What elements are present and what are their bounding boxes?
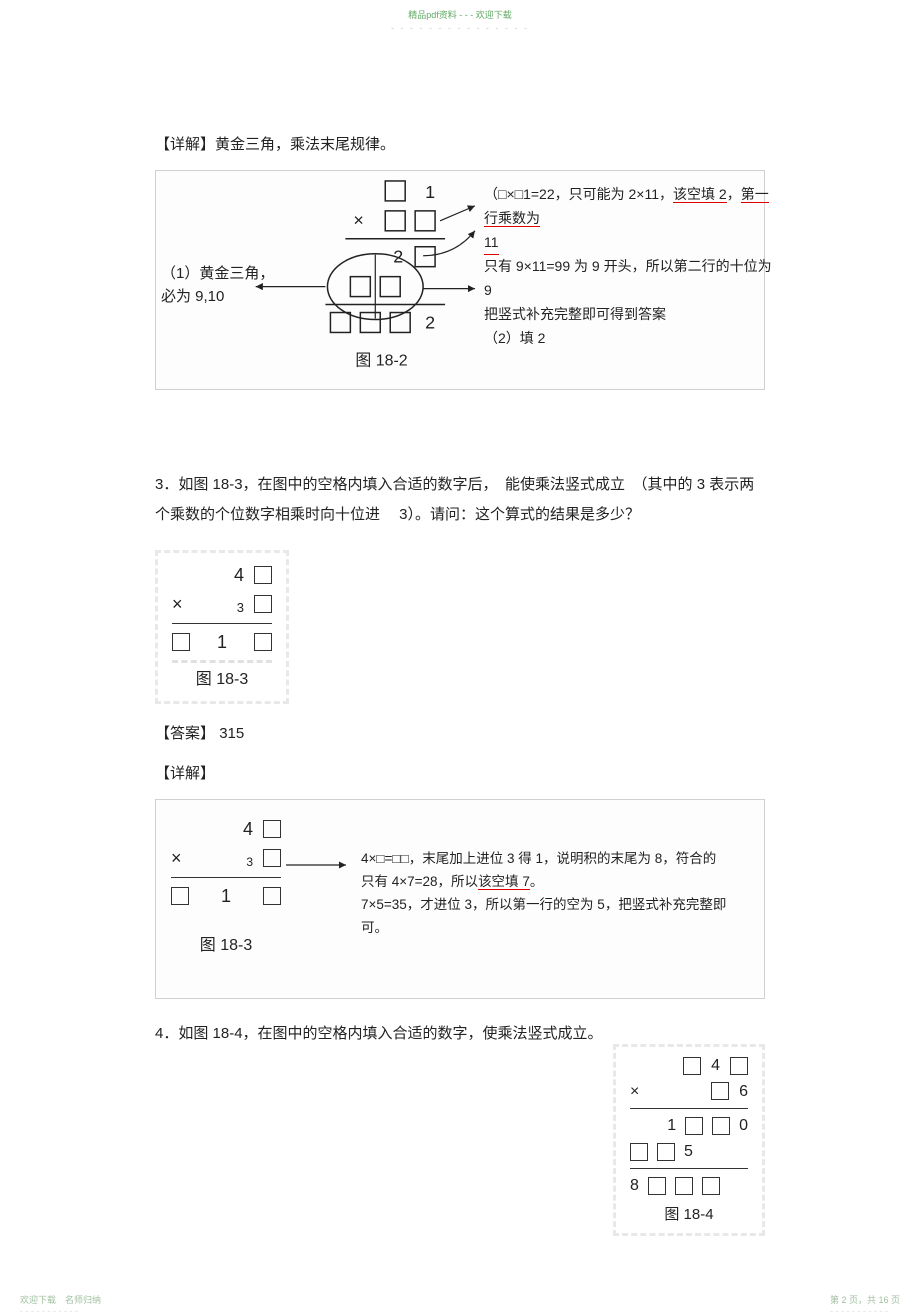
fig-18-4-caption: 图 18-4 (630, 1203, 748, 1227)
page-content: 【详解】黄金三角，乘法末尾规律。 1 × 2 (155, 130, 765, 1256)
problem-2-explain: 【详解】黄金三角，乘法末尾规律。 1 × 2 (155, 130, 765, 390)
blank-box (657, 1143, 675, 1161)
svg-text:图 18-2: 图 18-2 (355, 352, 407, 369)
blank-box (254, 633, 272, 651)
fig-18-3-caption: 图 18-3 (172, 667, 272, 693)
page-header: 精品pdf资料 - - - 欢迎下载 - - - - - - - - - - -… (0, 8, 920, 33)
underlined-fill-2: 该空填 2 (673, 186, 727, 203)
blank-box (711, 1082, 729, 1100)
problem-3-text: 3．如图 18-3，在图中的空格内填入合适的数字后， 能使乘法竖式成立 （其中的… (155, 470, 765, 530)
fig2-right-notes: （□×□1=22，只可能为 2×11，该空填 2，第一行乘数为 11 只有 9×… (484, 183, 774, 351)
blank-box (630, 1143, 648, 1161)
fig-18-3-caption-b: 图 18-3 (171, 930, 281, 962)
digit-1: 1 (425, 182, 435, 202)
figure-18-3-explain: 4 ×3 1 图 18-3 4×□=□□，末尾加上进位 3 得 1，说明积的末尾… (155, 799, 765, 999)
figure-18-3-small: 4 ×3 1 图 18-3 (155, 550, 289, 704)
problem-3: 3．如图 18-3，在图中的空格内填入合适的数字后， 能使乘法竖式成立 （其中的… (155, 470, 765, 999)
svg-text:×: × (353, 210, 363, 230)
blank-box (648, 1177, 666, 1195)
svg-text:2: 2 (425, 312, 435, 332)
answer-line: 【答案】 315 (155, 719, 765, 749)
figure-18-2: 1 × 2 2 (155, 170, 765, 390)
header-text1: 精品pdf资料 (408, 10, 457, 20)
blank-box (171, 887, 189, 905)
fig3-notes: 4×□=□□，末尾加上进位 3 得 1，说明积的末尾为 8，符合的 只有 4×7… (361, 848, 751, 940)
blank-box (172, 633, 190, 651)
header-sep: - - - (459, 10, 473, 20)
header-dots: - - - - - - - - - - - - - - - (0, 23, 920, 33)
explain-title: 【详解】黄金三角，乘法末尾规律。 (155, 130, 765, 160)
footer-right: 第 2 页，共 16 页 - - - - - - - - - - - (830, 1293, 900, 1316)
blank-box (263, 849, 281, 867)
blank-box (254, 595, 272, 613)
header-text3: 欢迎下载 (476, 10, 512, 20)
blank-box (702, 1177, 720, 1195)
blank-box (683, 1057, 701, 1075)
figure-18-4: 4 ×6 10 5 8 图 18-4 (613, 1044, 765, 1236)
blank-box (730, 1057, 748, 1075)
footer-left: 欢迎下载 名师归纳 - - - - - - - - - - - (20, 1293, 101, 1316)
blank-box (263, 887, 281, 905)
blank-box (712, 1117, 730, 1135)
blank-box (254, 566, 272, 584)
arrow-icon (286, 855, 356, 875)
fig2-left-label: （1）黄金三角， 必为 9,10 (161, 263, 274, 308)
blank-box (675, 1177, 693, 1195)
explain-label: 【详解】 (155, 759, 765, 789)
blank-box (263, 820, 281, 838)
blank-box (685, 1117, 703, 1135)
underlined-fill-7: 该空填 7 (478, 874, 530, 890)
problem-4: 4．如图 18-4，在图中的空格内填入合适的数字，使乘法竖式成立。 4 ×6 1… (155, 1019, 765, 1236)
